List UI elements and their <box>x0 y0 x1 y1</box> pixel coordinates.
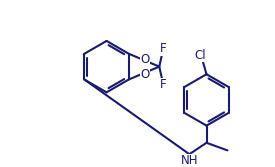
Text: O: O <box>140 53 150 66</box>
Text: F: F <box>160 42 166 55</box>
Text: F: F <box>160 78 166 91</box>
Text: NH: NH <box>181 154 198 167</box>
Text: O: O <box>140 67 150 80</box>
Text: Cl: Cl <box>194 49 206 62</box>
